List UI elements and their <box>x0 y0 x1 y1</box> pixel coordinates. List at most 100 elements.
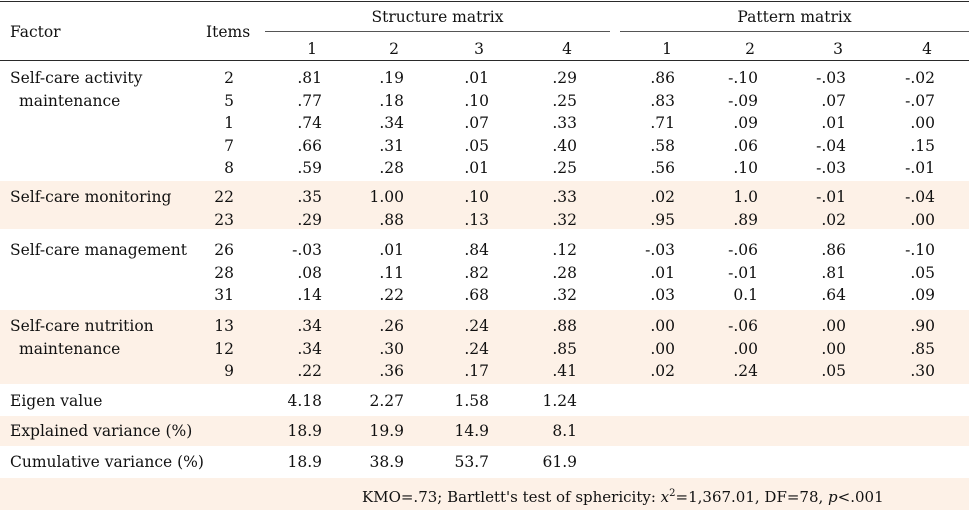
pattern-value: .09 <box>733 114 758 132</box>
footnote: KMO=.73; Bartlett's test of sphericity: … <box>362 483 884 508</box>
pattern-value: .09 <box>910 286 935 304</box>
structure-value: .05 <box>464 136 489 155</box>
pattern-col-1: 1 <box>662 40 672 58</box>
structure-value: .10 <box>464 188 489 206</box>
structure-value: .10 <box>464 91 489 110</box>
summary-label: Cumulative variance (%) <box>10 453 204 471</box>
structure-value: .14 <box>297 286 322 304</box>
pattern-value: -.01 <box>905 159 935 177</box>
item-number: 1 <box>224 114 234 132</box>
pattern-value: .00 <box>821 317 846 335</box>
summary-value: 38.9 <box>369 453 404 471</box>
footnote-part: p <box>828 488 838 506</box>
structure-value: .22 <box>297 362 322 380</box>
pattern-value: -.09 <box>728 91 758 110</box>
pattern-col-2: 2 <box>745 40 755 58</box>
structure-value: .30 <box>379 339 404 358</box>
structure-value: .33 <box>552 188 577 206</box>
structure-value: .31 <box>379 136 404 155</box>
factor-label: Self-care monitoring <box>10 188 172 206</box>
structure-value: .29 <box>552 69 577 87</box>
item-number: 5 <box>224 91 234 110</box>
pattern-value: .06 <box>733 136 758 155</box>
structure-value: .01 <box>464 69 489 87</box>
summary-value: 14.9 <box>454 422 489 440</box>
top-rule <box>0 1 969 2</box>
structure-value: 1.00 <box>369 188 404 206</box>
pattern-value: -.02 <box>905 69 935 87</box>
pattern-value: .00 <box>650 339 675 358</box>
footnote-part: KMO=.73; Bartlett's test of sphericity: <box>362 488 661 506</box>
structure-value: .33 <box>552 114 577 132</box>
pattern-value: .95 <box>650 210 675 229</box>
band-monitoring <box>0 181 969 229</box>
footnote-part: x <box>660 488 670 506</box>
structure-value: .74 <box>297 114 322 132</box>
summary-value: 1.58 <box>454 392 489 410</box>
pattern-value: -.01 <box>816 188 846 206</box>
structure-value: .01 <box>464 159 489 177</box>
pattern-value: .56 <box>650 159 675 177</box>
pattern-value: .00 <box>650 317 675 335</box>
item-number: 22 <box>214 188 234 206</box>
structure-value: .32 <box>552 210 577 229</box>
structure-col-3: 3 <box>474 40 484 58</box>
pattern-value: -.10 <box>728 69 758 87</box>
pattern-value: .01 <box>821 114 846 132</box>
header-rule <box>0 60 969 61</box>
pattern-value: .07 <box>821 91 846 110</box>
items-header: Items <box>206 23 251 41</box>
structure-value: -.03 <box>292 241 322 259</box>
structure-value: .26 <box>379 317 404 335</box>
structure-value: .84 <box>464 241 489 259</box>
structure-value: .40 <box>552 136 577 155</box>
structure-value: .88 <box>379 210 404 229</box>
structure-value: .07 <box>464 114 489 132</box>
summary-value: 18.9 <box>287 453 322 471</box>
structure-value: .28 <box>552 263 577 282</box>
pattern-value: .81 <box>821 263 846 282</box>
summary-value: 18.9 <box>287 422 322 440</box>
structure-value: .77 <box>297 91 322 110</box>
structure-value: .24 <box>464 339 489 358</box>
summary-value: 1.24 <box>542 392 577 410</box>
item-number: 28 <box>214 263 234 282</box>
structure-value: .08 <box>297 263 322 282</box>
pattern-value: .05 <box>910 263 935 282</box>
pattern-value: .10 <box>733 159 758 177</box>
summary-value: 4.18 <box>287 392 322 410</box>
factor-label: Self-care nutrition <box>10 317 154 335</box>
pattern-value: .86 <box>821 241 846 259</box>
pattern-value: .83 <box>650 91 675 110</box>
item-number: 12 <box>214 339 234 358</box>
pattern-value: -.04 <box>816 136 846 155</box>
structure-value: .32 <box>552 286 577 304</box>
structure-value: .24 <box>464 317 489 335</box>
structure-col-1: 1 <box>307 40 317 58</box>
pattern-value: .90 <box>910 317 935 335</box>
pattern-value: .85 <box>910 339 935 358</box>
band-nutrition <box>0 310 969 384</box>
structure-value: .11 <box>379 263 404 282</box>
structure-value: .66 <box>297 136 322 155</box>
band-explained <box>0 416 969 446</box>
structure-value: .41 <box>552 362 577 380</box>
structure-value: .25 <box>552 159 577 177</box>
pattern-value: .71 <box>650 114 675 132</box>
structure-value: .88 <box>552 317 577 335</box>
footnote-part: 2 <box>669 488 676 499</box>
summary-value: 8.1 <box>552 422 577 440</box>
footnote-part: <.001 <box>837 488 884 506</box>
pattern-value: -.04 <box>905 188 935 206</box>
summary-label: Eigen value <box>10 392 103 410</box>
item-number: 23 <box>214 210 234 229</box>
structure-value: .19 <box>379 69 404 87</box>
summary-value: 19.9 <box>369 422 404 440</box>
structure-value: .34 <box>297 317 322 335</box>
pattern-value: .02 <box>650 188 675 206</box>
pattern-value: -.06 <box>728 241 758 259</box>
structure-value: .22 <box>379 286 404 304</box>
pattern-value: 1.0 <box>733 188 758 206</box>
structure-value: .25 <box>552 91 577 110</box>
